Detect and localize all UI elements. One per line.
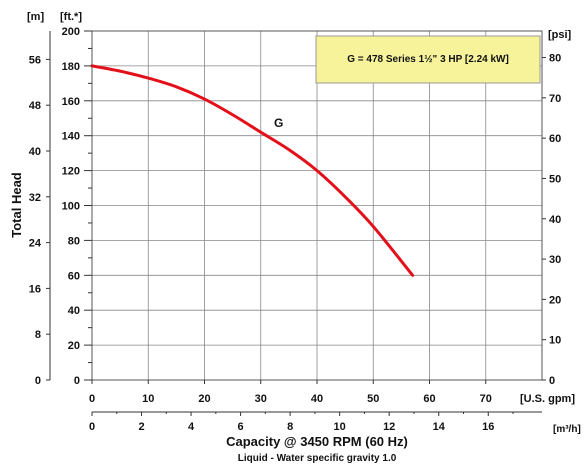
axis-ticks: 0204060801001201401601802000816243240485… xyxy=(29,26,562,433)
y-tick-label-m: 40 xyxy=(29,146,41,158)
x2-tick-label-m3h: 0 xyxy=(89,421,95,433)
y-tick-label-ft: 0 xyxy=(74,375,80,387)
x-axis-subtitle: Liquid - Water specific gravity 1.0 xyxy=(238,453,397,464)
x2-tick-label-m3h: 14 xyxy=(433,421,446,433)
y-tick-label-m: 0 xyxy=(35,375,41,387)
x-tick-label-gpm: 40 xyxy=(311,393,323,405)
series-label-g: G xyxy=(274,116,283,130)
x2-tick-label-m3h: 12 xyxy=(383,421,395,433)
y-tick-label-psi: 10 xyxy=(549,335,561,347)
y-tick-label-psi: 50 xyxy=(549,173,561,185)
y-tick-label-m: 24 xyxy=(29,238,42,250)
x-tick-label-gpm: 0 xyxy=(89,393,95,405)
x-tick-label-gpm: 60 xyxy=(423,393,435,405)
y-axis-title: Total Head xyxy=(9,172,24,238)
y-unit-ft: [ft.*] xyxy=(60,11,82,23)
y-tick-label-psi: 30 xyxy=(549,254,561,266)
y-tick-label-ft: 80 xyxy=(68,235,80,247)
y-tick-label-ft: 100 xyxy=(62,201,80,213)
y-tick-label-ft: 60 xyxy=(68,270,80,282)
x2-tick-label-m3h: 6 xyxy=(238,421,244,433)
x2-tick-label-m3h: 10 xyxy=(334,421,346,433)
x-tick-label-gpm: 50 xyxy=(367,393,379,405)
x2-tick-label-m3h: 16 xyxy=(482,421,494,433)
x-axis-title: Capacity @ 3450 RPM (60 Hz) xyxy=(226,434,408,449)
y-tick-label-psi: 70 xyxy=(549,93,561,105)
x-tick-label-gpm: 70 xyxy=(480,393,492,405)
y-unit-psi: [psi] xyxy=(548,29,572,41)
y-tick-label-ft: 200 xyxy=(62,26,80,38)
x-tick-label-gpm: 30 xyxy=(255,393,267,405)
y-tick-label-ft: 40 xyxy=(68,305,80,317)
y-tick-label-m: 48 xyxy=(29,100,41,112)
y-tick-label-ft: 160 xyxy=(62,96,80,108)
x2-unit-m3h: [m³/h] xyxy=(553,424,581,435)
x-tick-label-gpm: 20 xyxy=(198,393,210,405)
y-tick-label-ft: 180 xyxy=(62,61,80,73)
x2-tick-label-m3h: 2 xyxy=(138,421,144,433)
y-tick-label-psi: 20 xyxy=(549,294,561,306)
y-tick-label-ft: 20 xyxy=(68,340,80,352)
y-tick-label-m: 56 xyxy=(29,54,41,66)
y-tick-label-m: 16 xyxy=(29,283,41,295)
y-tick-label-psi: 40 xyxy=(549,214,561,226)
y-tick-label-ft: 140 xyxy=(62,131,80,143)
y-tick-label-m: 32 xyxy=(29,192,41,204)
legend-box xyxy=(315,35,541,84)
y-tick-label-psi: 0 xyxy=(549,375,555,387)
x-unit-gpm: [U.S. gpm] xyxy=(520,393,575,405)
y-unit-m: [m] xyxy=(27,11,44,23)
x2-tick-label-m3h: 8 xyxy=(287,421,293,433)
x-tick-label-gpm: 10 xyxy=(142,393,154,405)
y-tick-label-m: 8 xyxy=(35,329,41,341)
y-tick-label-ft: 120 xyxy=(62,166,80,178)
y-tick-label-psi: 60 xyxy=(549,133,561,145)
legend: G = 478 Series 1½" 3 HP [2.24 kW] xyxy=(315,35,541,84)
legend-text: G = 478 Series 1½" 3 HP [2.24 kW] xyxy=(347,54,509,65)
x2-tick-label-m3h: 4 xyxy=(188,421,195,433)
y-tick-label-psi: 80 xyxy=(549,53,561,65)
series-line-g xyxy=(90,64,415,277)
